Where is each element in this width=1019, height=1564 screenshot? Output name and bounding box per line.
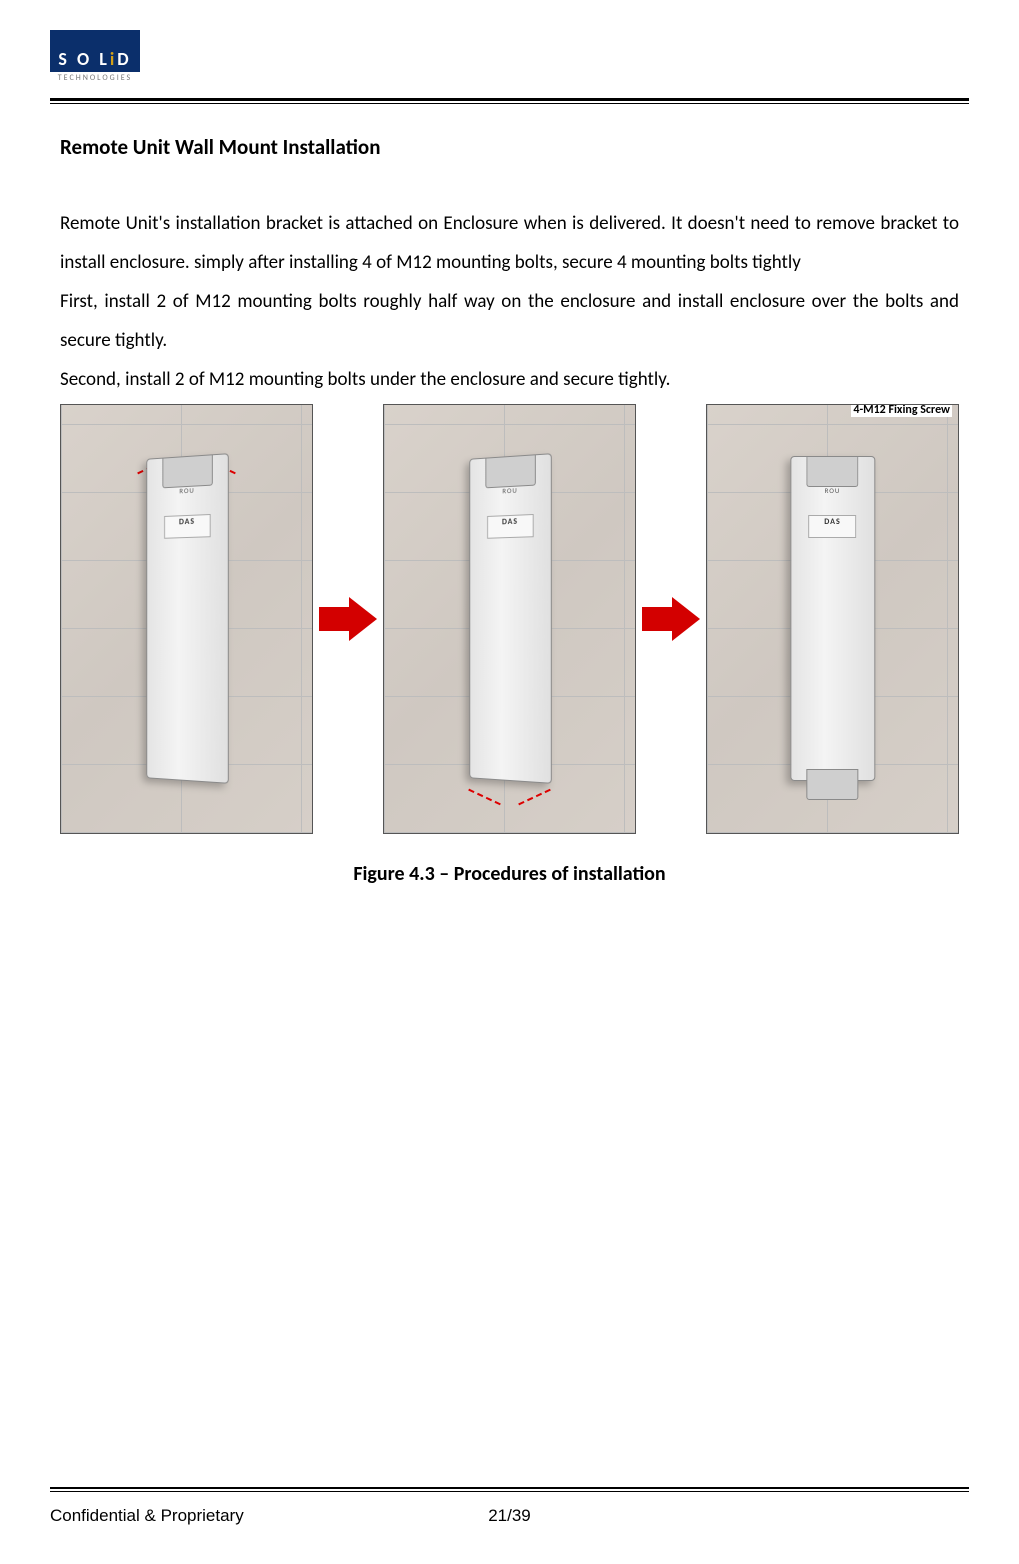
footer-rule (50, 1487, 969, 1492)
enclosure-illustration: ROU DAS (790, 456, 875, 781)
figure-callout: 4-M12 Fixing Screw (851, 404, 952, 417)
logo-text-post: D (117, 48, 131, 70)
footer-confidential: Confidential & Proprietary (50, 1506, 464, 1526)
page-footer: Confidential & Proprietary 21/39 (50, 1487, 969, 1526)
footer-spacer (555, 1506, 969, 1526)
footer-page-number: 21/39 (464, 1506, 556, 1526)
header-rule (50, 98, 969, 104)
arrow-right-icon (319, 597, 377, 641)
device-top-label: ROU (491, 485, 528, 506)
logo-subtext: TECHNOLOGIES (50, 72, 140, 83)
device-badge: DAS (808, 515, 856, 538)
paragraph-3: Second, install 2 of M12 mounting bolts … (60, 361, 959, 400)
figure-panel-1: ROU DAS (60, 404, 313, 834)
section-title: Remote Unit Wall Mount Installation (60, 134, 959, 160)
main-content: Remote Unit Wall Mount Installation Remo… (50, 134, 969, 886)
enclosure-illustration: ROU DAS (469, 453, 552, 784)
device-top-label: ROU (813, 486, 851, 505)
screw-indicator-icon (468, 789, 501, 806)
brand-logo: S O Li D TECHNOLOGIES (50, 30, 140, 90)
screw-indicator-icon (518, 789, 551, 806)
figure-row: ROU DAS ROU DAS 4-M12 Fixing Screw ROU D… (60, 404, 959, 834)
logo-text-i: i (110, 48, 117, 70)
figure-panel-3: 4-M12 Fixing Screw ROU DAS (706, 404, 959, 834)
logo-mark: S O Li D (50, 30, 140, 72)
figure-panel-2: ROU DAS (383, 404, 636, 834)
device-top-label: ROU (168, 485, 205, 506)
paragraph-1: Remote Unit's installation bracket is at… (60, 205, 959, 283)
enclosure-illustration: ROU DAS (146, 453, 229, 784)
device-badge: DAS (163, 514, 210, 538)
logo-text-pre: S O L (58, 48, 109, 70)
device-badge: DAS (486, 514, 533, 538)
paragraph-2: First, install 2 of M12 mounting bolts r… (60, 283, 959, 361)
figure-caption: Figure 4.3 – Procedures of installation (60, 862, 959, 886)
arrow-right-icon (642, 597, 700, 641)
